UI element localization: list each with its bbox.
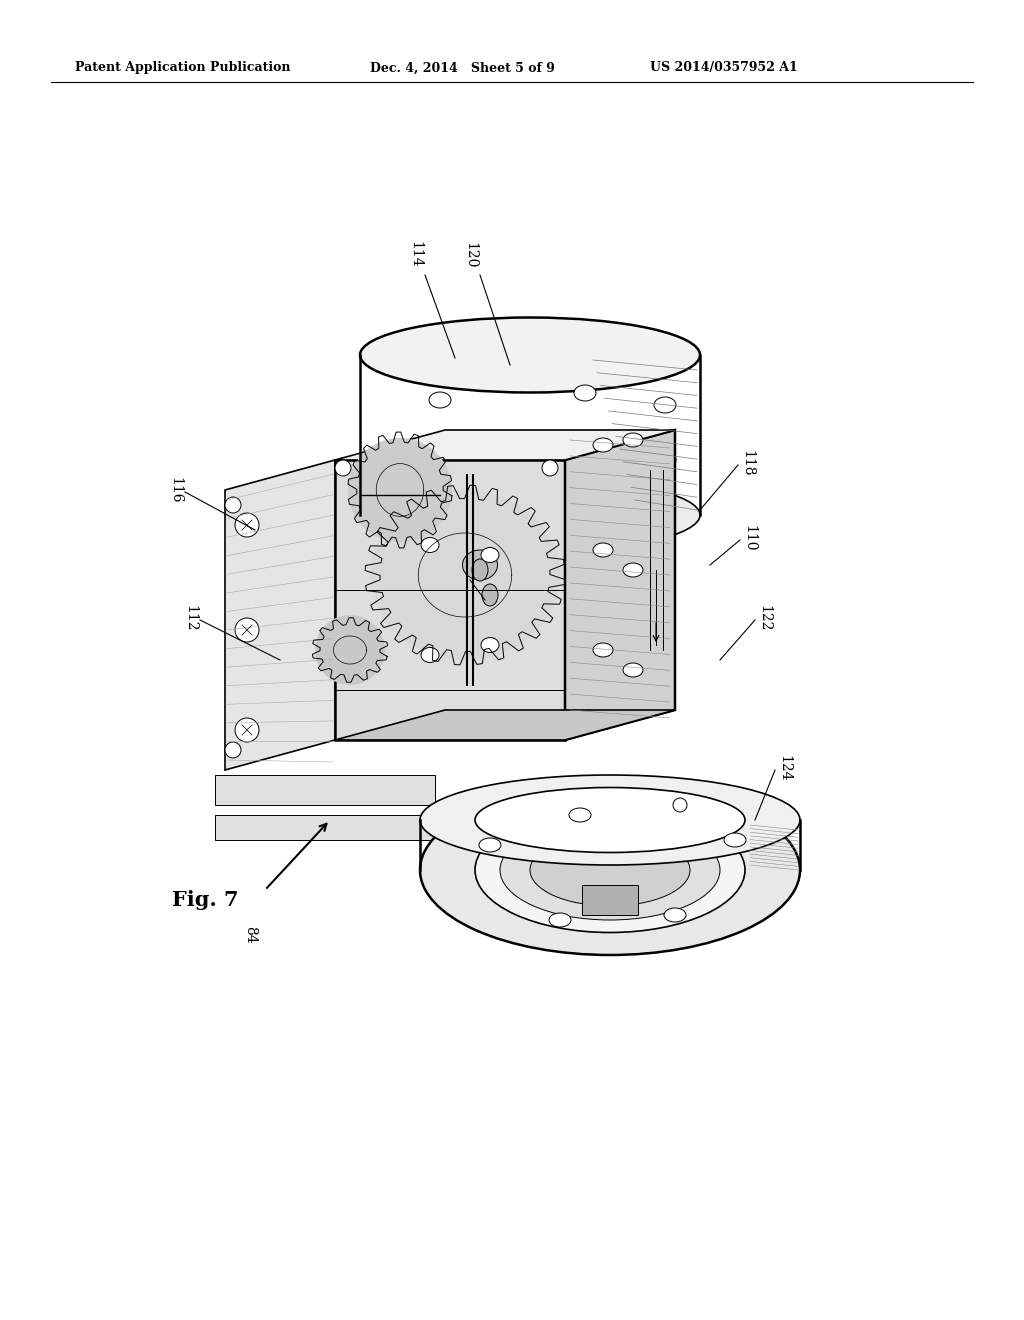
Circle shape [348,438,452,543]
Text: Dec. 4, 2014   Sheet 5 of 9: Dec. 4, 2014 Sheet 5 of 9 [370,62,555,74]
Ellipse shape [569,808,591,822]
Ellipse shape [479,838,501,851]
Ellipse shape [472,558,488,581]
Text: 116: 116 [168,477,182,503]
Circle shape [234,718,259,742]
Text: 110: 110 [742,525,756,552]
Text: 118: 118 [740,450,754,477]
Ellipse shape [400,487,660,543]
Ellipse shape [654,397,676,413]
Ellipse shape [549,913,571,927]
Polygon shape [582,884,638,915]
Ellipse shape [593,543,613,557]
Ellipse shape [623,564,643,577]
Ellipse shape [593,643,613,657]
Circle shape [335,459,351,477]
Ellipse shape [593,438,613,451]
Ellipse shape [481,548,499,562]
Text: Patent Application Publication: Patent Application Publication [75,62,291,74]
Ellipse shape [429,392,451,408]
Text: 112: 112 [183,605,197,631]
Text: 120: 120 [463,242,477,268]
Circle shape [225,742,241,758]
Circle shape [234,513,259,537]
Polygon shape [335,710,675,741]
Ellipse shape [475,808,745,932]
Circle shape [234,618,259,642]
Polygon shape [215,814,435,840]
Polygon shape [335,430,675,459]
Circle shape [225,498,241,513]
Ellipse shape [370,490,560,660]
Ellipse shape [475,788,745,853]
Polygon shape [565,430,675,741]
Polygon shape [225,459,335,770]
Ellipse shape [420,785,800,954]
Ellipse shape [664,908,686,921]
Ellipse shape [360,318,700,392]
Ellipse shape [623,663,643,677]
Ellipse shape [509,465,531,480]
Ellipse shape [574,385,596,401]
Ellipse shape [421,537,439,553]
Polygon shape [335,459,565,741]
Ellipse shape [463,550,498,579]
Ellipse shape [420,775,800,865]
Text: 122: 122 [757,605,771,631]
Text: Fig. 7: Fig. 7 [172,890,239,909]
Circle shape [315,615,385,685]
Ellipse shape [481,638,499,652]
Ellipse shape [724,833,746,847]
Ellipse shape [482,583,498,606]
Ellipse shape [429,447,451,463]
Polygon shape [215,775,435,805]
Circle shape [673,799,687,812]
Ellipse shape [574,440,596,455]
Ellipse shape [360,478,700,553]
Text: 124: 124 [777,755,791,781]
Ellipse shape [500,820,720,920]
Ellipse shape [623,433,643,447]
Text: 114: 114 [408,242,422,268]
Text: 84: 84 [243,927,257,944]
Ellipse shape [530,834,690,906]
Ellipse shape [421,648,439,663]
Circle shape [542,459,558,477]
Text: US 2014/0357952 A1: US 2014/0357952 A1 [650,62,798,74]
Ellipse shape [654,451,676,469]
